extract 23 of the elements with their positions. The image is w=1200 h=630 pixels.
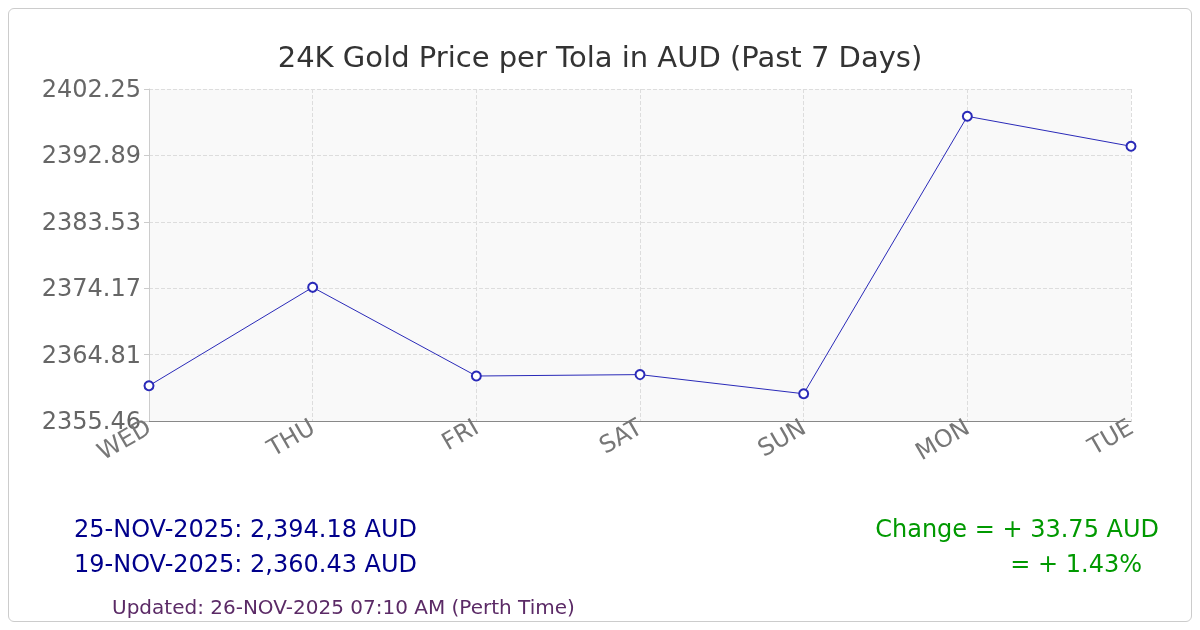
- chart-title: 24K Gold Price per Tola in AUD (Past 7 Days): [277, 39, 923, 74]
- x-tick-label: FRI: [436, 412, 484, 456]
- point: [470, 370, 482, 382]
- text: Change = + 33.75 AUD: [875, 515, 1159, 543]
- point: [961, 110, 973, 122]
- y-tick-label: 2402.25: [41, 75, 141, 103]
- text: 25-NOV-2025: 2,394.18 AUD: [74, 515, 418, 543]
- point: [634, 369, 646, 381]
- text: = + 1.43%: [1010, 550, 1142, 578]
- text: Updated: 26-NOV-2025 07:10 AM (Perth Time): [112, 595, 575, 619]
- point: [143, 380, 155, 392]
- y-tick-label: 2383.53: [41, 207, 141, 236]
- text: 19-NOV-2025: 2,360.43 AUD: [74, 550, 418, 578]
- y-tick-label: 2392.89: [41, 141, 141, 170]
- point: [1125, 140, 1137, 152]
- x-tick-label: SAT: [594, 412, 648, 460]
- x-tick-label: THU: [261, 412, 320, 463]
- point: [798, 388, 810, 400]
- y-tick-label: 2374.17: [41, 274, 141, 303]
- x-tick-label: SUN: [752, 412, 811, 463]
- x-tick-label: TUE: [1082, 412, 1138, 462]
- y-tick-label: 2364.81: [41, 340, 141, 369]
- point: [307, 281, 319, 293]
